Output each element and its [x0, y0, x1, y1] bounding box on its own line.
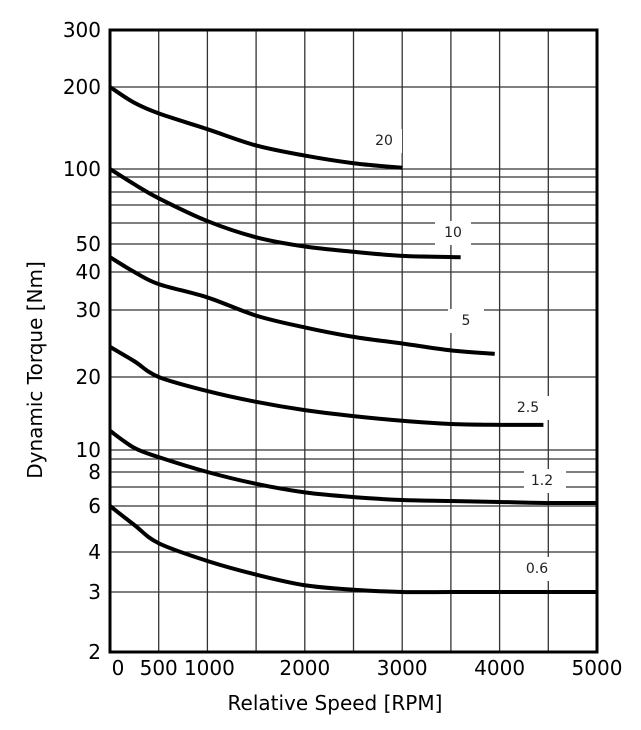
y-tick-label: 300: [63, 18, 101, 42]
x-tick-label: 2000: [279, 656, 330, 680]
x-tick-label: 4000: [474, 656, 525, 680]
y-tick-label: 8: [88, 460, 101, 484]
curve-label-bg: [366, 129, 402, 153]
curve-label-0.6: 0.6: [526, 561, 548, 577]
curve-10: [108, 167, 461, 260]
curve-5: [108, 255, 495, 356]
curve-labels: 20 10 5 2.5 1.2 0.6: [366, 129, 566, 581]
y-tick-label: 10: [76, 438, 101, 462]
curve-label-bg: [524, 469, 566, 493]
curve-label-1.2: 1.2: [531, 473, 553, 489]
y-tick-label: 200: [63, 75, 101, 99]
curve-label-bg: [435, 221, 471, 245]
curve-label-bg: [448, 309, 484, 333]
x-tick-label: 0: [112, 656, 125, 680]
x-tick-label: 500: [140, 656, 178, 680]
y-tick-label: 6: [88, 494, 101, 518]
plot-frame: [108, 28, 599, 654]
y-axis-title: Dynamic Torque [Nm]: [23, 261, 47, 479]
y-tick-label: 2: [88, 640, 101, 664]
curve-label-2.5: 2.5: [517, 400, 539, 416]
curve-label-10: 10: [444, 225, 462, 241]
y-tick-label: 30: [76, 298, 101, 322]
x-tick-label: 1000: [184, 656, 235, 680]
y-tick-label: 40: [76, 260, 101, 284]
curve-0.6: [108, 504, 597, 595]
x-axis-title: Relative Speed [RPM]: [228, 691, 443, 715]
curve-label-bg: [510, 396, 552, 420]
curves: [108, 85, 598, 595]
curve-label-bg: [519, 557, 561, 581]
y-tick-label: 3: [88, 580, 101, 604]
y-tick-label: 100: [63, 157, 101, 181]
y-tick-label: 4: [88, 540, 101, 564]
curve-1.2: [108, 429, 598, 506]
x-tick-label: 3000: [377, 656, 428, 680]
y-tick-label: 50: [76, 232, 101, 256]
x-tick-labels: 0 500 1000 2000 3000 4000 5000: [112, 656, 623, 680]
curve-2.5: [108, 345, 544, 427]
y-tick-labels: 300 200 100 50 40 30 20 108 6 4 3 2: [63, 18, 101, 664]
curve-20: [108, 85, 403, 170]
x-tick-label: 5000: [572, 656, 623, 680]
y-tick-label: 20: [76, 365, 101, 389]
curve-label-20: 20: [375, 133, 393, 149]
curve-label-5: 5: [462, 313, 471, 329]
